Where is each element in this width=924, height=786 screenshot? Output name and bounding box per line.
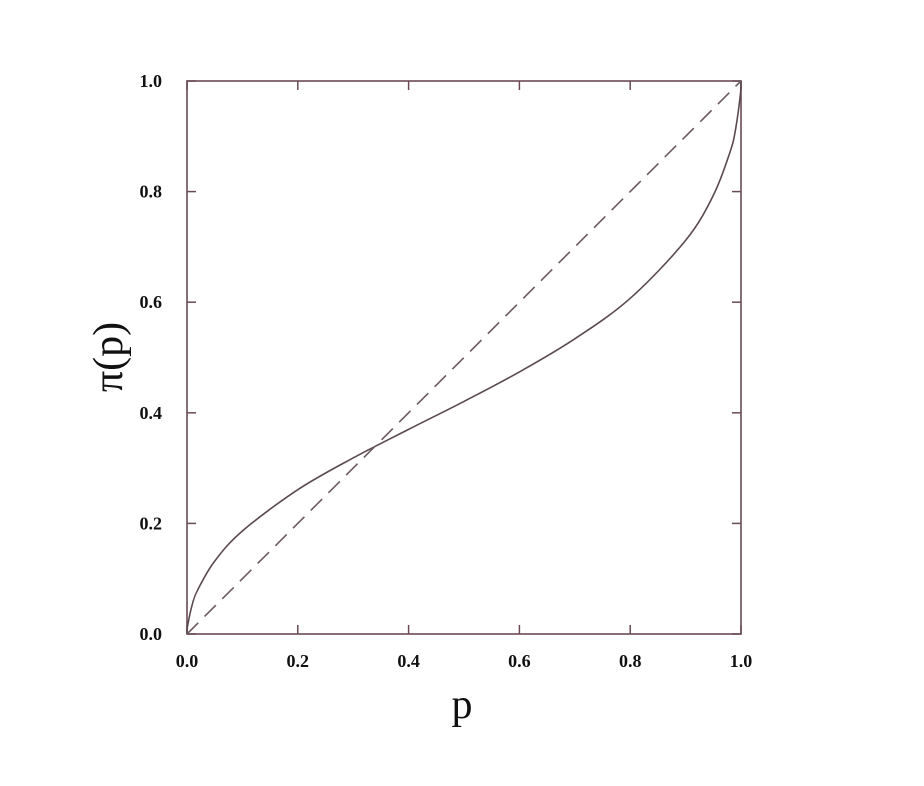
x-axis-title: p — [452, 682, 473, 728]
x-tick-label: 0.6 — [508, 651, 531, 671]
y-axis-title: π(p) — [86, 322, 132, 392]
y-tick-label: 0.6 — [140, 292, 163, 312]
y-tick-label: 1.0 — [140, 71, 163, 91]
series — [186, 80, 742, 635]
x-tick-label: 0.0 — [176, 651, 199, 671]
y-tick-label: 0.8 — [140, 182, 163, 202]
x-tick-label: 0.8 — [619, 651, 642, 671]
weighting-curve — [186, 80, 742, 635]
x-tick-label: 1.0 — [730, 651, 753, 671]
x-tick-label: 0.4 — [397, 651, 420, 671]
ticks: 0.0 0.2 0.4 0.6 0.8 1.0 0.0 0.2 0.4 0.6 0.8 1.0 — [140, 71, 753, 671]
x-tick-label: 0.2 — [287, 651, 310, 671]
y-tick-label: 0.4 — [140, 403, 163, 423]
y-tick-label: 0.2 — [140, 513, 163, 533]
y-tick-label: 0.0 — [140, 624, 163, 644]
plot-frame — [186, 80, 742, 635]
diagonal-reference-line — [186, 80, 742, 635]
